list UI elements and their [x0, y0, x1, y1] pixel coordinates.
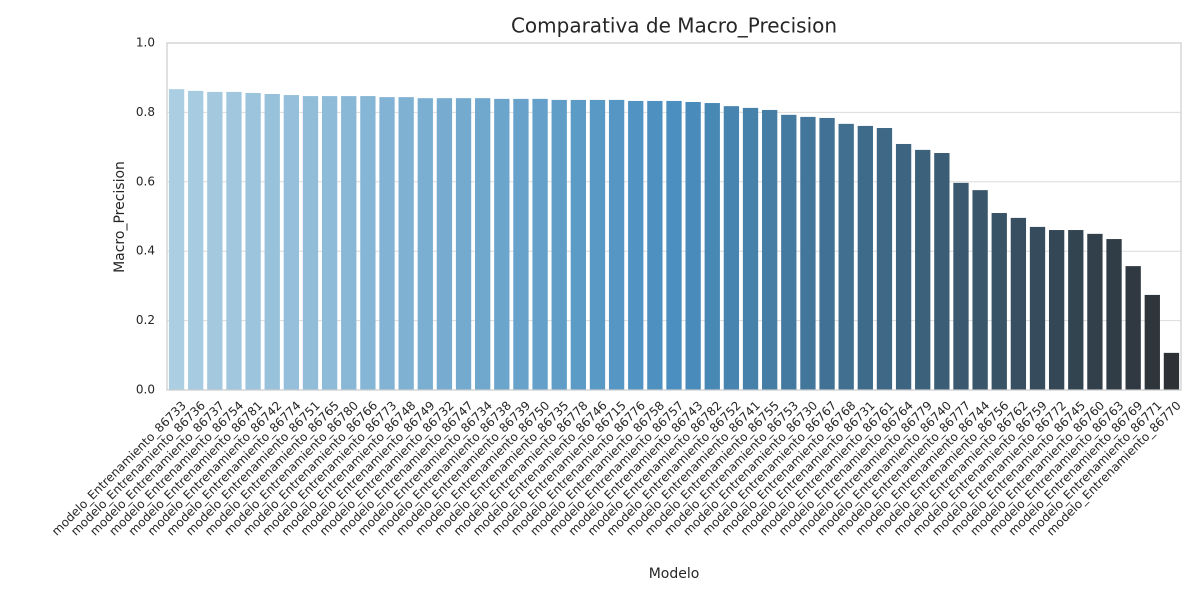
- y-tick-label: 0.0: [136, 383, 155, 397]
- bar: [704, 103, 720, 390]
- chart-title: Comparativa de Macro_Precision: [511, 14, 837, 38]
- bar: [781, 114, 797, 390]
- bar: [436, 98, 453, 390]
- plot-frame: [166, 42, 1182, 391]
- bar: [1106, 239, 1122, 390]
- bar: [915, 149, 931, 390]
- bar: [1125, 266, 1141, 390]
- y-tick-label: 1.0: [136, 36, 155, 50]
- x-axis-label: Modelo: [649, 566, 700, 582]
- bar: [551, 99, 567, 391]
- bar: [857, 125, 873, 391]
- bar: [168, 89, 185, 390]
- bar: [762, 109, 778, 390]
- y-tick-label: 0.2: [136, 313, 155, 327]
- bar: [838, 123, 854, 390]
- bar: [1144, 294, 1160, 390]
- bar: [513, 98, 529, 390]
- bar: [1087, 233, 1103, 390]
- bar: [628, 100, 644, 390]
- bar: [302, 96, 319, 390]
- bar: [570, 99, 586, 391]
- bar: [475, 98, 491, 390]
- bar: [647, 100, 663, 390]
- bar: [819, 117, 835, 391]
- bar: [264, 94, 280, 390]
- bar: [972, 190, 988, 390]
- bar: [379, 97, 395, 390]
- bar: [608, 99, 625, 391]
- bar: [455, 98, 472, 390]
- bar: [532, 98, 548, 390]
- y-tick-label: 0.6: [136, 174, 155, 188]
- y-tick-label: 0.4: [136, 244, 155, 258]
- bar: [398, 97, 414, 390]
- bar: [1010, 217, 1027, 390]
- bar: [953, 182, 969, 390]
- y-tick-label: 0.8: [136, 105, 155, 119]
- bar: [321, 96, 338, 390]
- bar: [226, 91, 242, 390]
- bar: [742, 107, 759, 390]
- bar: [360, 96, 376, 390]
- bar: [800, 116, 816, 390]
- bar: [494, 98, 510, 390]
- bar: [1029, 226, 1046, 390]
- bar: [895, 143, 912, 390]
- bar: [417, 98, 433, 390]
- bar: [1163, 352, 1180, 390]
- bar: [1068, 230, 1084, 390]
- bar: [341, 96, 357, 390]
- bar: [934, 152, 950, 390]
- bar: [723, 106, 740, 391]
- bar: [1048, 230, 1065, 390]
- bar: [283, 95, 300, 391]
- bar: [991, 213, 1007, 390]
- bar: [245, 92, 261, 390]
- bar: [876, 128, 893, 390]
- bar: [188, 90, 204, 391]
- y-axis-label: Macro_Precision: [112, 161, 128, 273]
- bar: [207, 91, 223, 390]
- bar: [685, 101, 701, 391]
- bar: [589, 99, 606, 391]
- bar: [666, 100, 682, 390]
